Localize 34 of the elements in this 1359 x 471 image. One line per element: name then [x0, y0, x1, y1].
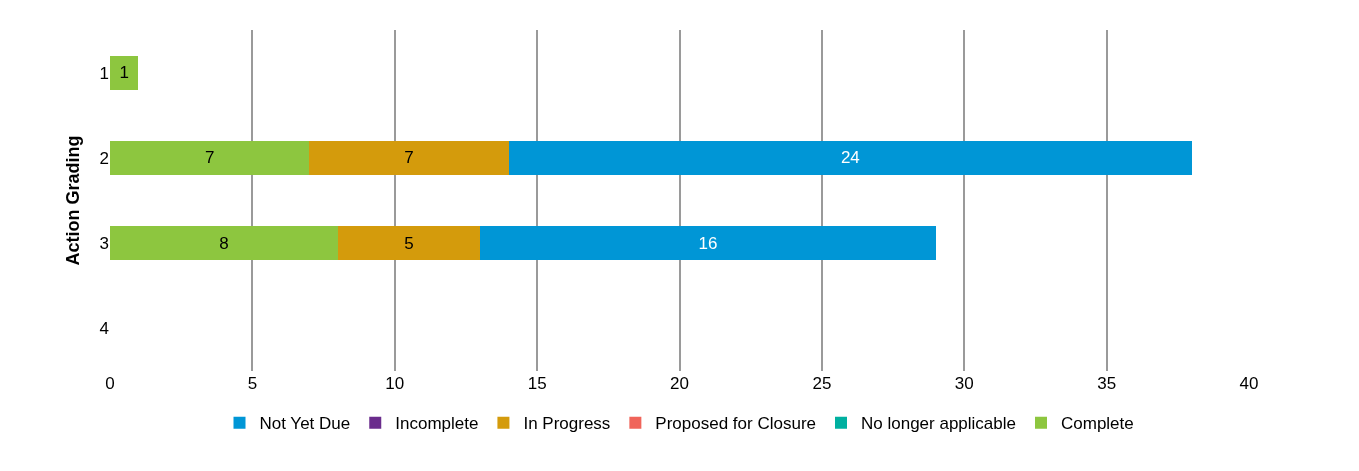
x-tick-label: 20: [670, 374, 689, 393]
x-tick-label: 25: [812, 374, 832, 393]
y-tick-label: 2: [99, 148, 109, 168]
bar: [337, 226, 481, 261]
bar: [110, 226, 338, 261]
x-tick-label: 30: [954, 374, 974, 393]
bar: [508, 140, 1193, 175]
bar: [309, 140, 509, 175]
data-label: 8: [219, 233, 229, 253]
bar: [110, 55, 139, 90]
legend-label: Proposed for Closure: [655, 414, 816, 434]
data-label: 24: [840, 148, 860, 168]
x-tick-label: 5: [247, 374, 258, 393]
data-label: 1: [119, 63, 129, 83]
x-tick-label: 0: [105, 374, 115, 393]
legend-label: Incomplete: [395, 414, 479, 434]
x-tick-label: 10: [385, 374, 405, 393]
legend-label: Complete: [1061, 414, 1134, 434]
legend-label: In Progress: [523, 414, 611, 434]
data-label: 7: [204, 148, 215, 168]
x-tick-label: 40: [1239, 374, 1259, 393]
data-label: 7: [404, 148, 414, 168]
y-tick-label: 4: [99, 319, 109, 339]
bar: [110, 140, 310, 175]
y-tick-label: 1: [99, 63, 109, 83]
data-label: 5: [404, 233, 414, 253]
legend-label: Not Yet Due: [259, 414, 351, 434]
legend-label: No longer applicable: [861, 414, 1016, 434]
bar: [480, 226, 936, 261]
y-tick-label: 3: [99, 234, 109, 254]
y-axis-title: Action Grading: [62, 135, 83, 266]
data-label: 16: [698, 233, 718, 253]
x-tick-label: 35: [1097, 374, 1117, 393]
x-tick-label: 15: [527, 374, 547, 393]
